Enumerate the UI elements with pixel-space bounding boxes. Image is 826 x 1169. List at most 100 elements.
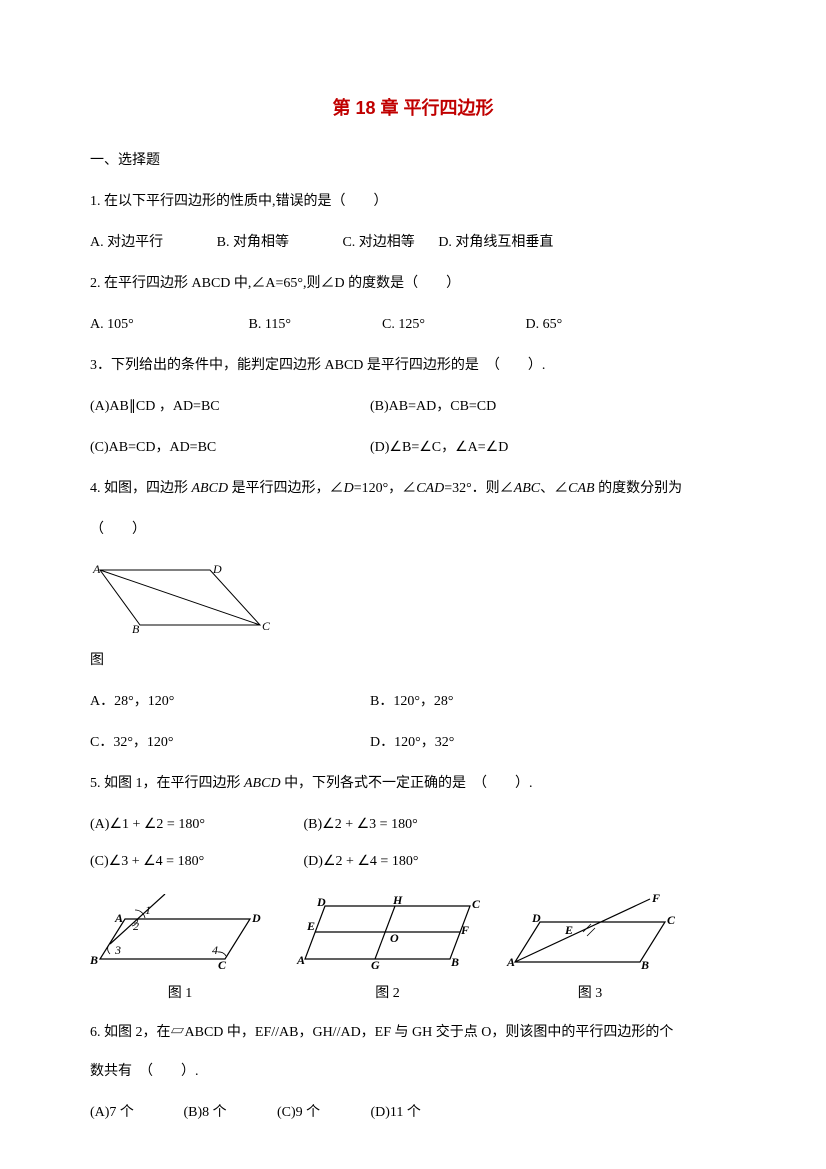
svg-text:E: E <box>306 919 315 933</box>
q3-opt-b: (B)AB=AD，CB=CD <box>370 396 496 417</box>
svg-text:3: 3 <box>114 943 121 957</box>
svg-text:B: B <box>132 622 140 635</box>
q4-opt-c: C．32°，120° <box>90 732 370 753</box>
q4-figlabel: 图 <box>90 650 736 671</box>
q2-opt-d: D. 65° <box>526 317 563 332</box>
svg-text:G: G <box>371 958 380 972</box>
svg-text:C: C <box>262 619 270 633</box>
q2-opt-b: B. 115° <box>249 314 379 335</box>
q1-opt-b: B. 对角相等 <box>217 232 289 253</box>
q5-cp: (C) <box>90 851 109 872</box>
q6-opt-c: (C)9 个 <box>277 1102 367 1123</box>
svg-text:C: C <box>667 913 675 927</box>
q4-t5: 、∠ <box>540 481 568 496</box>
q4-t2: 是平行四边形，∠ <box>228 481 344 496</box>
q5-t1: 5. 如图 1，在平行四边形 <box>90 776 244 791</box>
q6-text2: 数共有 （ ）. <box>90 1061 736 1082</box>
svg-text:O: O <box>390 931 399 945</box>
q4-opt-a: A．28°，120° <box>90 691 370 712</box>
q4-abcd: ABCD <box>192 481 229 496</box>
q5-text: 5. 如图 1，在平行四边形 ABCD 中，下列各式不一定正确的是 （ ）. <box>90 773 736 794</box>
q1-options: A. 对边平行 B. 对角相等 C. 对边相等 D. 对角线互相垂直 <box>90 232 736 253</box>
q3-text: 3．下列给出的条件中，能判定四边形 ABCD 是平行四边形的是 （ ）. <box>90 355 736 376</box>
q5-row1: (A) ∠1 + ∠2 = 180° (B) ∠2 + ∠3 = 180° <box>90 814 736 835</box>
q4-t4: =32°．则∠ <box>444 481 514 496</box>
q4-row1: A．28°，120° B．120°，28° <box>90 691 736 712</box>
q6-options: (A)7 个 (B)8 个 (C)9 个 (D)11 个 <box>90 1102 736 1123</box>
q5-dp: (D) <box>304 851 323 872</box>
fig1-caption: 图 1 <box>90 983 270 1004</box>
q2-opt-a: A. 105° <box>90 314 245 335</box>
q5-bp: (B) <box>304 814 323 835</box>
svg-text:A: A <box>114 911 123 925</box>
chapter-title: 第 18 章 平行四边形 <box>90 95 736 122</box>
q4-row2: C．32°，120° D．120°，32° <box>90 732 736 753</box>
q3-opt-d: (D)∠B=∠C，∠A=∠D <box>370 437 508 458</box>
svg-text:D: D <box>316 895 326 909</box>
svg-text:C: C <box>472 897 480 911</box>
q6-opt-b: (B)8 个 <box>184 1102 274 1123</box>
q6-text1: 6. 如图 2，在▱ABCD 中，EF//AB，GH//AD，EF 与 GH 交… <box>90 1022 736 1043</box>
q5-t2: 中，下列各式不一定正确的是 （ ）. <box>281 776 533 791</box>
q2-text: 2. 在平行四边形 ABCD 中,∠A=65°,则∠D 的度数是（ ） <box>90 273 736 294</box>
section-header: 一、选择题 <box>90 150 736 171</box>
svg-text:H: H <box>392 894 403 907</box>
q4-t3: =120°，∠ <box>354 481 417 496</box>
q4-opt-d: D．120°，32° <box>370 732 454 753</box>
svg-text:1: 1 <box>145 903 151 917</box>
svg-text:4: 4 <box>212 943 218 957</box>
q4-abc: ABC <box>514 481 540 496</box>
q4-opt-b: B．120°，28° <box>370 691 454 712</box>
q5-af: ∠1 + ∠2 = 180° <box>109 814 205 835</box>
q4-d: D <box>344 481 354 496</box>
fig2-caption: 图 2 <box>295 983 480 1004</box>
svg-text:B: B <box>450 955 459 969</box>
q5-row2: (C) ∠3 + ∠4 = 180° (D) ∠2 + ∠4 = 180° <box>90 851 736 872</box>
q4-t6: 的度数分别为 <box>595 481 683 496</box>
svg-text:2: 2 <box>133 919 139 933</box>
q3-opt-c: (C)AB=CD，AD=BC <box>90 437 370 458</box>
q5-opt-b: (B) ∠2 + ∠3 = 180° <box>304 814 418 835</box>
fig1-group: A D B C 1 2 3 4 图 1 <box>90 894 270 1004</box>
svg-text:E: E <box>564 923 573 937</box>
q1-text: 1. 在以下平行四边形的性质中,错误的是（ ） <box>90 191 736 212</box>
svg-text:D: D <box>212 562 222 576</box>
q5-cf: ∠3 + ∠4 = 180° <box>109 851 205 872</box>
fig3-caption: 图 3 <box>505 983 675 1004</box>
svg-text:D: D <box>251 911 261 925</box>
q4-text: 4. 如图，四边形 ABCD 是平行四边形，∠D=120°，∠CAD=32°．则… <box>90 478 736 499</box>
svg-text:B: B <box>90 953 98 967</box>
q4-cab: CAB <box>568 481 594 496</box>
svg-text:A: A <box>506 955 515 969</box>
svg-text:C: C <box>218 958 227 972</box>
q3-row2: (C)AB=CD，AD=BC (D)∠B=∠C，∠A=∠D <box>90 437 736 458</box>
fig3-group: D C A B F E 图 3 <box>505 894 675 1004</box>
q5-abcd: ABCD <box>244 776 281 791</box>
q1-opt-a: A. 对边平行 <box>90 232 163 253</box>
svg-text:A: A <box>296 953 305 967</box>
q5-opt-c: (C) ∠3 + ∠4 = 180° <box>90 851 300 872</box>
q3-row1: (A)AB∥CD ，AD=BC (B)AB=AD，CB=CD <box>90 396 736 417</box>
fig2-group: D C A B E F H G O 图 2 <box>295 894 480 1004</box>
svg-text:A: A <box>92 562 101 576</box>
three-figures: A D B C 1 2 3 4 图 1 D C A B E F H G <box>90 894 736 1004</box>
q5-ap: (A) <box>90 814 109 835</box>
q4-paren: （ ） <box>90 519 736 540</box>
q1-opt-c: C. 对边相等 <box>342 232 414 253</box>
svg-text:F: F <box>460 923 469 937</box>
svg-text:B: B <box>640 958 649 972</box>
svg-text:D: D <box>531 911 541 925</box>
q1-opt-d: D. 对角线互相垂直 <box>438 235 553 250</box>
q5-opt-a: (A) ∠1 + ∠2 = 180° <box>90 814 300 835</box>
q4-cad: CAD <box>416 481 444 496</box>
q3-opt-a: (A)AB∥CD ，AD=BC <box>90 396 370 417</box>
q6-opt-d: (D)11 个 <box>371 1105 421 1120</box>
q6-opt-a: (A)7 个 <box>90 1102 180 1123</box>
q5-opt-d: (D) ∠2 + ∠4 = 180° <box>304 851 419 872</box>
q2-opt-c: C. 125° <box>382 314 522 335</box>
q2-options: A. 105° B. 115° C. 125° D. 65° <box>90 314 736 335</box>
svg-text:F: F <box>651 894 660 905</box>
q4-t1: 4. 如图，四边形 <box>90 481 192 496</box>
q5-bf: ∠2 + ∠3 = 180° <box>322 814 418 835</box>
q5-df: ∠2 + ∠4 = 180° <box>323 851 419 872</box>
